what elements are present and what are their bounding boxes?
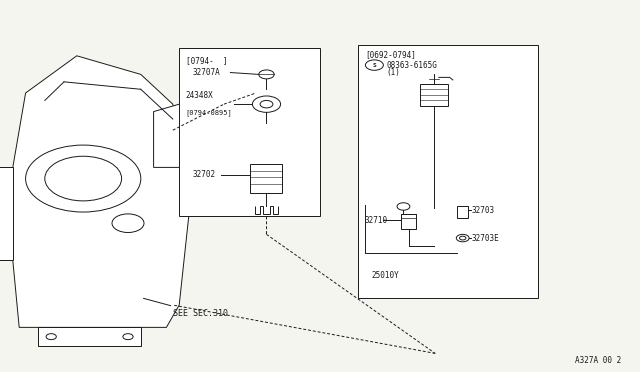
Text: 25010Y: 25010Y (371, 271, 399, 280)
Text: [0692-0794]: [0692-0794] (365, 50, 415, 59)
Circle shape (365, 60, 383, 70)
Circle shape (260, 100, 273, 108)
Text: SEE SEC.310: SEE SEC.310 (143, 298, 228, 318)
Text: [0794-0895]: [0794-0895] (186, 110, 232, 116)
Circle shape (252, 96, 280, 112)
FancyBboxPatch shape (250, 164, 282, 193)
Text: (1): (1) (387, 68, 401, 77)
Text: 32710: 32710 (365, 216, 388, 225)
Circle shape (460, 236, 466, 240)
Circle shape (456, 234, 469, 242)
Circle shape (397, 203, 410, 210)
Text: 32707A: 32707A (192, 68, 220, 77)
Polygon shape (154, 104, 192, 167)
Text: 08363-6165G: 08363-6165G (387, 61, 437, 70)
FancyBboxPatch shape (358, 45, 538, 298)
Text: A327A 00 2: A327A 00 2 (575, 356, 621, 365)
Text: 32703E: 32703E (471, 234, 499, 243)
Text: 24348X: 24348X (186, 92, 213, 100)
Polygon shape (38, 327, 141, 346)
Polygon shape (0, 167, 13, 260)
Text: S: S (372, 62, 376, 68)
Circle shape (259, 70, 274, 79)
FancyBboxPatch shape (420, 84, 448, 106)
Text: [0794-  ]: [0794- ] (186, 56, 227, 65)
Text: 32702: 32702 (192, 170, 215, 179)
Text: 32703: 32703 (471, 206, 494, 215)
FancyBboxPatch shape (401, 214, 416, 229)
FancyBboxPatch shape (179, 48, 320, 216)
Polygon shape (13, 56, 192, 327)
FancyBboxPatch shape (457, 206, 468, 218)
